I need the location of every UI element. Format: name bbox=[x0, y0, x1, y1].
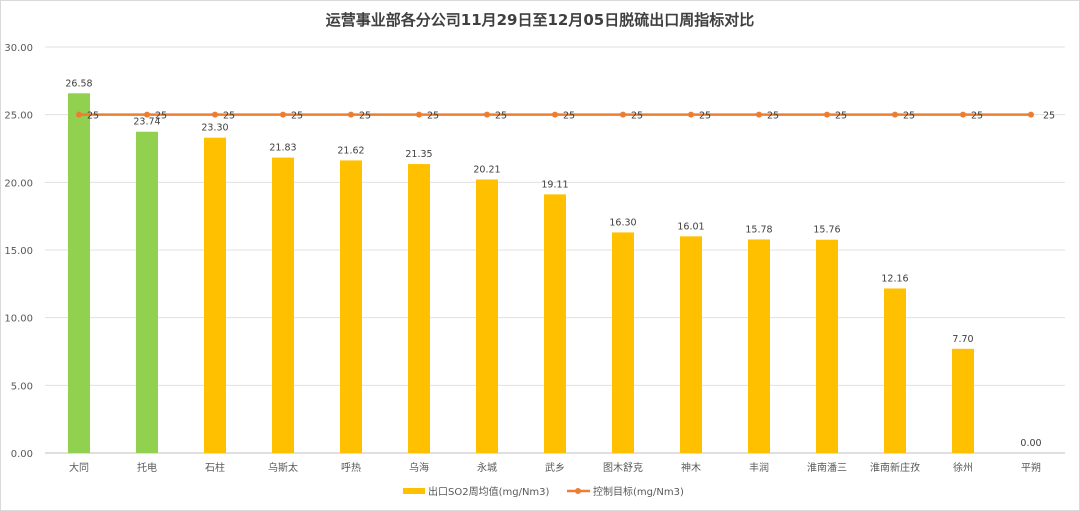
x-tick-label: 托电 bbox=[137, 461, 157, 474]
x-tick-label: 图木舒克 bbox=[603, 461, 643, 474]
target-point bbox=[348, 111, 354, 118]
bar-data-label: 15.78 bbox=[745, 224, 772, 235]
bar bbox=[476, 179, 498, 453]
y-tick-label: 25.00 bbox=[4, 111, 33, 122]
legend-label-line: 控制目标(mg/Nm3) bbox=[593, 485, 684, 498]
target-data-label: 25 bbox=[699, 111, 711, 122]
bar bbox=[272, 157, 294, 454]
target-data-label: 25 bbox=[87, 111, 99, 122]
target-data-label: 25 bbox=[223, 111, 235, 122]
x-tick-label: 神木 bbox=[681, 461, 701, 474]
x-tick-label: 武乡 bbox=[545, 461, 565, 474]
bar-data-label: 23.30 bbox=[201, 123, 228, 134]
x-tick-label: 乌海 bbox=[409, 461, 429, 474]
target-data-label: 25 bbox=[563, 111, 575, 122]
target-data-label: 25 bbox=[291, 111, 303, 122]
bar-data-label: 23.74 bbox=[133, 117, 160, 128]
target-data-label: 25 bbox=[427, 111, 439, 122]
bar-data-label: 21.35 bbox=[405, 149, 432, 160]
legend-swatch-bar bbox=[403, 488, 425, 494]
bar-data-label: 20.21 bbox=[473, 164, 500, 175]
bar bbox=[612, 232, 634, 453]
bar-data-label: 26.58 bbox=[65, 78, 92, 89]
bar-data-label: 21.83 bbox=[269, 143, 296, 154]
x-tick-label: 石柱 bbox=[205, 461, 225, 474]
bar bbox=[136, 131, 158, 453]
bar bbox=[544, 194, 566, 454]
chart-title: 运营事业部各分公司11月29日至12月05日脱硫出口周指标对比 bbox=[325, 11, 755, 29]
bar bbox=[680, 236, 702, 453]
bar bbox=[748, 239, 770, 453]
target-point bbox=[416, 111, 422, 118]
target-point bbox=[552, 111, 558, 118]
y-tick-label: 0.00 bbox=[11, 449, 33, 460]
target-data-label: 25 bbox=[359, 111, 371, 122]
target-point bbox=[484, 111, 490, 118]
target-point bbox=[688, 111, 694, 118]
target-data-label: 25 bbox=[495, 111, 507, 122]
target-data-label: 25 bbox=[903, 111, 915, 122]
bar bbox=[408, 164, 430, 453]
x-tick-label: 平朔 bbox=[1021, 461, 1041, 474]
bar-data-label: 15.76 bbox=[813, 225, 840, 236]
bar-data-label: 16.01 bbox=[677, 221, 704, 232]
x-tick-label: 徐州 bbox=[953, 461, 973, 474]
x-tick-label: 大同 bbox=[69, 461, 89, 474]
bar bbox=[204, 137, 226, 453]
bar-data-label: 0.00 bbox=[1020, 438, 1041, 449]
target-data-label: 25 bbox=[631, 111, 643, 122]
bar bbox=[340, 160, 362, 453]
bar bbox=[952, 348, 974, 453]
target-point bbox=[960, 111, 966, 118]
bar-data-label: 21.62 bbox=[337, 145, 364, 156]
x-tick-label: 乌斯太 bbox=[268, 461, 298, 474]
x-tick-label: 丰润 bbox=[749, 461, 769, 474]
target-point bbox=[620, 111, 626, 118]
x-tick-label: 淮南潘三 bbox=[807, 461, 847, 474]
bar-data-label: 12.16 bbox=[881, 273, 908, 284]
bar-data-label: 16.30 bbox=[609, 217, 636, 228]
bar-data-label: 19.11 bbox=[541, 179, 568, 190]
target-point bbox=[892, 111, 898, 118]
target-point bbox=[280, 111, 286, 118]
target-point bbox=[144, 111, 150, 118]
target-point bbox=[76, 111, 82, 118]
y-tick-label: 5.00 bbox=[11, 381, 33, 392]
x-tick-label: 淮南新庄孜 bbox=[870, 461, 920, 474]
y-tick-label: 15.00 bbox=[4, 246, 33, 257]
y-tick-label: 20.00 bbox=[4, 178, 33, 189]
legend-label-bar: 出口SO2周均值(mg/Nm3) bbox=[428, 485, 550, 498]
y-tick-label: 30.00 bbox=[4, 43, 33, 54]
target-point bbox=[1028, 111, 1034, 118]
y-tick-label: 10.00 bbox=[4, 314, 33, 325]
target-data-label: 25 bbox=[155, 111, 167, 122]
x-tick-label: 呼热 bbox=[341, 461, 361, 474]
bar bbox=[884, 288, 906, 453]
legend-swatch-marker bbox=[575, 488, 581, 494]
target-data-label: 25 bbox=[971, 111, 983, 122]
target-point bbox=[756, 111, 762, 118]
bar bbox=[68, 93, 90, 453]
target-data-label: 25 bbox=[835, 111, 847, 122]
target-data-label: 25 bbox=[1043, 111, 1055, 122]
x-tick-label: 永城 bbox=[477, 461, 497, 474]
target-point bbox=[212, 111, 218, 118]
target-data-label: 25 bbox=[767, 111, 779, 122]
target-point bbox=[824, 111, 830, 118]
bar-data-label: 7.70 bbox=[952, 334, 973, 345]
bar bbox=[816, 239, 838, 453]
